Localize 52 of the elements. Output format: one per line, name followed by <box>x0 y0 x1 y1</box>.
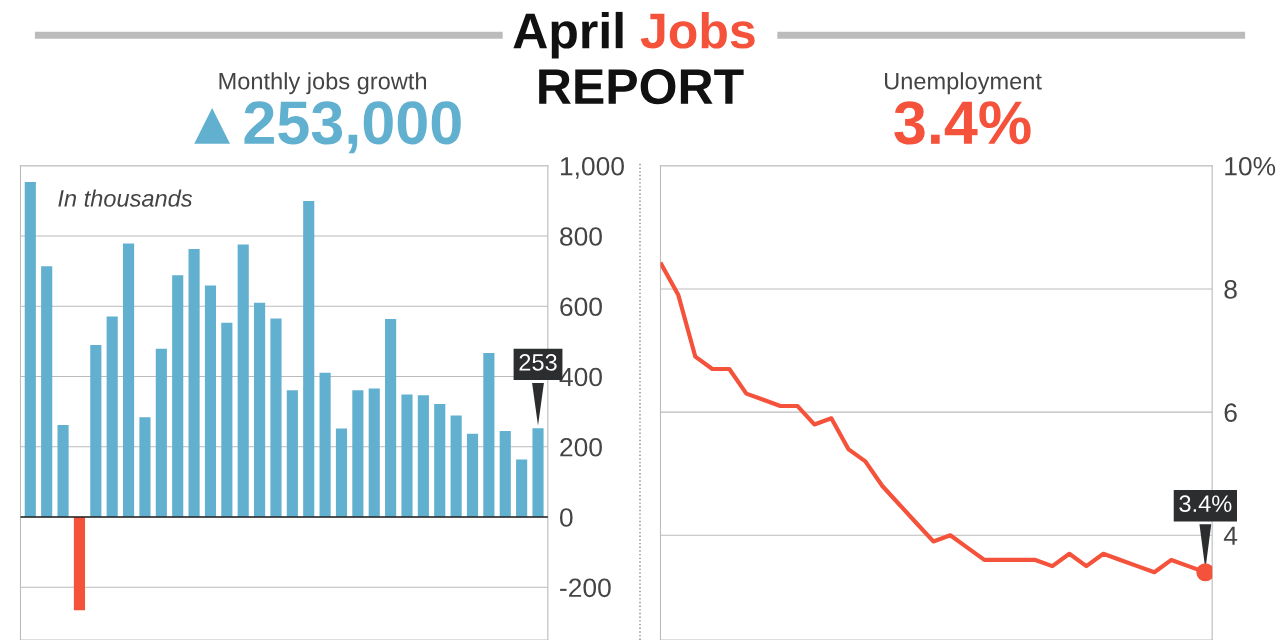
bar <box>483 353 495 518</box>
chart-subtitle: 3.4% <box>894 101 1031 145</box>
bar <box>286 390 298 518</box>
bar <box>172 275 184 518</box>
y-tick-label: 6 <box>1224 403 1237 422</box>
bar <box>417 395 429 518</box>
bar <box>450 415 462 518</box>
data-label: 253 <box>519 354 557 371</box>
y-tick-label: 400 <box>559 367 602 387</box>
y-tick-label: 600 <box>560 297 602 317</box>
bar <box>188 249 200 518</box>
bar <box>319 372 331 518</box>
bar <box>57 425 69 518</box>
bar <box>237 244 249 518</box>
bar <box>123 243 135 518</box>
bar <box>368 388 380 518</box>
bar <box>24 181 36 518</box>
chart-subtitle: ▲253,000 <box>194 101 461 154</box>
annotation: In thousands <box>58 189 193 207</box>
bar <box>90 344 102 518</box>
bar <box>221 322 233 518</box>
y-tick-label: 1,000 <box>560 156 624 179</box>
bar <box>41 266 53 518</box>
bar <box>155 348 167 518</box>
bar <box>254 302 266 518</box>
chart-title: Monthly jobs growth <box>219 72 427 95</box>
chart-title: Unemployment <box>884 72 1042 95</box>
y-tick-label: -200 <box>560 578 611 598</box>
bar <box>270 318 282 518</box>
bar <box>516 459 528 518</box>
bar <box>499 430 511 518</box>
data-label: 3.4% <box>1179 495 1232 513</box>
bar <box>401 394 413 518</box>
y-tick-label: 4 <box>1223 526 1238 545</box>
bar <box>73 517 86 611</box>
bar <box>303 200 315 518</box>
bar <box>434 403 446 518</box>
y-tick-label: 8 <box>1224 280 1237 299</box>
y-tick-label: 0 <box>559 508 573 527</box>
y-tick-label: 800 <box>560 227 602 246</box>
bar <box>352 390 364 518</box>
bar <box>385 318 397 518</box>
y-tick-label: 10% <box>1225 156 1276 176</box>
bar <box>466 433 479 518</box>
text: April Jobs <box>513 11 755 59</box>
y-tick-label: 200 <box>560 437 602 457</box>
bar <box>532 428 544 518</box>
bar <box>139 417 151 518</box>
bar <box>204 285 217 518</box>
bar <box>335 428 348 518</box>
text: REPORT <box>539 68 744 105</box>
bar <box>106 316 118 518</box>
